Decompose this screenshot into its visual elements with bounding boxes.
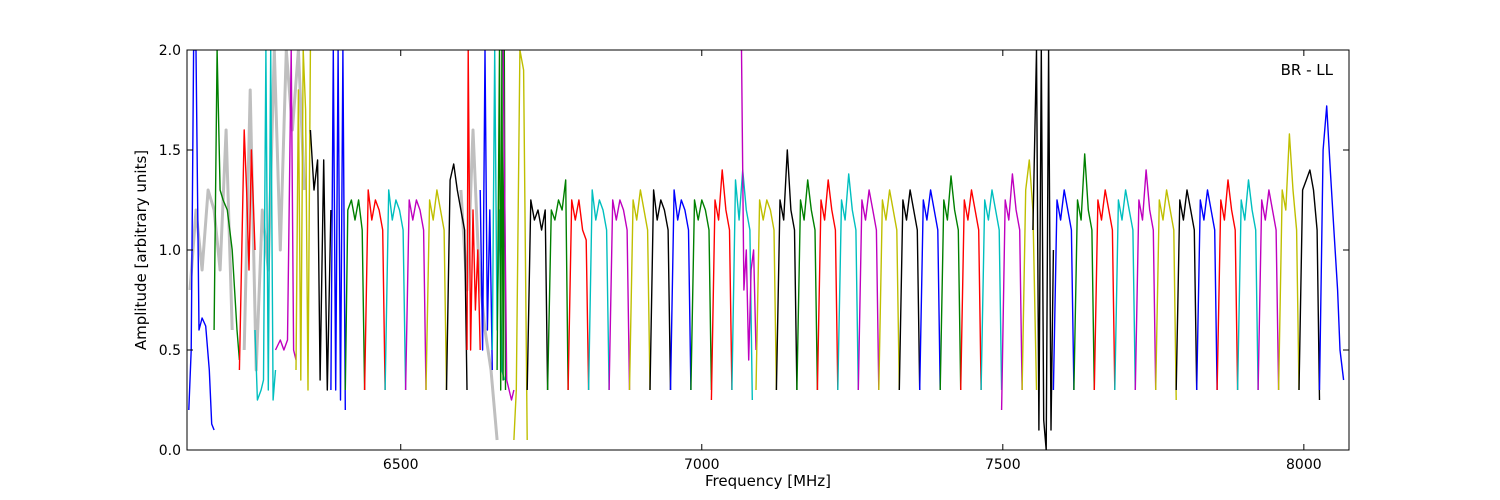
channel-line-40 <box>919 189 941 391</box>
ticks-layer: 6500 7000 7500 8000 0.0 0.5 1.0 1.5 2.0 <box>159 43 1349 473</box>
channel-line-48 <box>1073 153 1095 391</box>
channel-line-39 <box>898 189 921 391</box>
channel-line-44 <box>1000 173 1023 411</box>
x-axis-label: Frequency [MHz] <box>705 472 831 490</box>
channel-line-32 <box>755 199 778 391</box>
y-tick-label: 1.0 <box>159 243 181 259</box>
channel-line-20 <box>526 199 549 391</box>
y-tick-label: 2.0 <box>159 43 181 59</box>
channel-line-35 <box>816 179 839 391</box>
channel-line-6 <box>309 129 332 391</box>
channel-line-52 <box>1155 189 1177 401</box>
y-tick-label: 0.5 <box>159 343 181 359</box>
channel-line-29 <box>710 169 733 401</box>
x-tick-label: 8000 <box>1286 457 1322 473</box>
channel-line-14 <box>466 50 481 351</box>
channel-line-10 <box>384 189 407 391</box>
channel-line-8 <box>344 199 366 391</box>
channel-line-26 <box>649 189 672 391</box>
channel-line-43 <box>980 189 1003 391</box>
x-tick-label: 7500 <box>985 457 1021 473</box>
channel-line-42 <box>960 189 982 391</box>
channel-line-31 <box>740 50 757 361</box>
channel-line-23 <box>587 189 610 391</box>
y-axis-label: Amplitude [arbitrary units] <box>132 150 150 350</box>
x-tick-label: 6500 <box>383 457 419 473</box>
channel-line-58 <box>1277 133 1300 391</box>
channel-line-25 <box>628 189 651 391</box>
channel-line-19 <box>513 50 528 441</box>
channel-line-47 <box>1052 189 1075 391</box>
channel-line-2 <box>238 129 256 371</box>
channel-line-46 <box>1032 50 1055 450</box>
channel-line-57 <box>1257 189 1280 391</box>
channel-line-15 <box>479 50 493 371</box>
background-series-0 <box>188 128 234 331</box>
channel-line-59 <box>1298 169 1321 401</box>
channel-line-54 <box>1196 189 1218 391</box>
channel-line-5 <box>295 50 312 391</box>
y-tick-label: 0.0 <box>159 443 181 459</box>
channel-line-60 <box>1318 105 1345 391</box>
channel-line-45 <box>1021 159 1038 391</box>
channel-line-37 <box>857 189 880 391</box>
chart-annotation: BR - LL <box>1281 61 1334 79</box>
channel-line-1 <box>213 50 241 361</box>
channel-line-53 <box>1175 189 1198 391</box>
channel-line-33 <box>775 149 798 391</box>
background-series-1 <box>242 50 306 372</box>
channel-line-50 <box>1114 189 1136 391</box>
channel-line-55 <box>1216 179 1239 391</box>
channel-line-34 <box>796 179 819 391</box>
x-tick-label: 7000 <box>684 457 720 473</box>
channel-line-18 <box>502 50 515 401</box>
channel-line-27 <box>669 189 692 391</box>
channel-line-51 <box>1134 169 1157 391</box>
channel-line-28 <box>690 199 713 391</box>
channel-line-4 <box>274 50 297 361</box>
channel-line-11 <box>404 199 427 391</box>
channel-line-13 <box>445 163 468 391</box>
channel-line-41 <box>939 175 962 391</box>
channel-line-36 <box>837 173 859 391</box>
channel-line-24 <box>608 199 631 391</box>
channel-line-0 <box>188 50 215 431</box>
series-layer <box>188 50 1345 450</box>
channel-line-56 <box>1236 179 1259 391</box>
channel-line-49 <box>1093 189 1116 391</box>
channel-line-21 <box>546 179 569 391</box>
channel-line-22 <box>567 199 590 391</box>
y-tick-label: 1.5 <box>159 143 181 159</box>
channel-line-38 <box>878 189 900 391</box>
channel-line-12 <box>425 189 448 391</box>
channel-line-9 <box>363 189 386 391</box>
channel-line-3 <box>254 50 277 401</box>
